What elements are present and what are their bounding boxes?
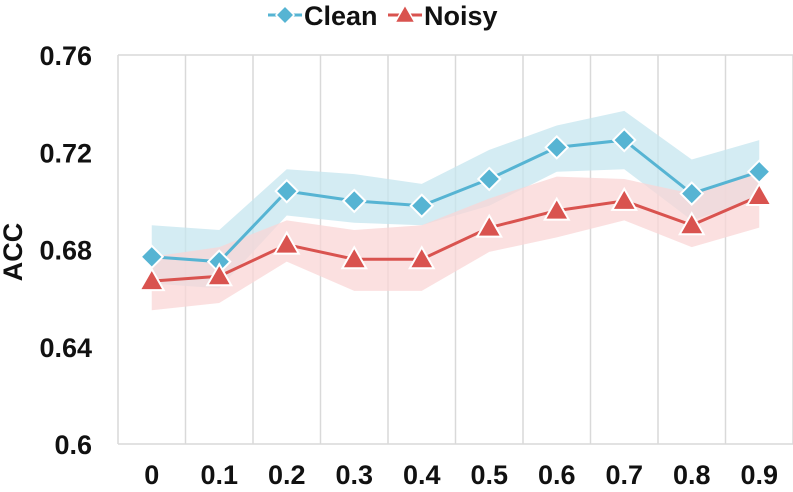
series-lines [151,138,760,283]
point-clean [274,178,300,204]
point-noisy [543,196,571,221]
point-noisy [340,245,368,270]
point-noisy [138,267,166,292]
legend: Clean Noisy [268,1,498,31]
line-clean [151,138,760,264]
x-tick-label: 0 [144,460,159,490]
x-tick-label: 0.1 [200,460,238,490]
line-noisy [151,194,760,283]
point-noisy [475,213,503,238]
point-clean [341,188,367,214]
y-tick-label: 0.68 [39,236,92,266]
point-noisy [408,245,436,270]
x-tick-label: 0.7 [605,460,643,490]
legend-label-clean: Clean [304,1,378,31]
x-tick-label: 0.2 [268,460,306,490]
point-clean [409,193,435,219]
band-clean [151,110,760,289]
y-tick-label: 0.72 [39,138,92,168]
series-markers [138,127,773,292]
point-noisy [205,262,233,287]
legend-marker-clean [274,4,296,26]
point-clean [611,127,637,153]
y-tick-label: 0.6 [54,430,92,460]
y-tick-label: 0.76 [39,41,92,71]
point-noisy [678,211,706,236]
legend-marker-noisy [393,3,417,24]
x-tick-label: 0.5 [470,460,508,490]
x-tick-label: 0.6 [538,460,576,490]
y-tick-label: 0.64 [39,333,92,363]
point-clean [476,166,502,192]
point-noisy [610,186,638,211]
legend-label-noisy: Noisy [424,1,498,31]
x-tick-label: 0.4 [403,460,441,490]
point-clean [679,181,705,206]
point-noisy [745,181,773,207]
x-tick-label: 0.8 [673,460,711,490]
y-axis-label: ACC [0,223,28,282]
point-noisy [273,230,301,255]
y-tick-labels: 0.6 0.64 0.68 0.72 0.76 [39,41,92,460]
point-clean [544,134,570,160]
x-tick-labels: 0 0.1 0.2 0.3 0.4 0.5 0.6 0.7 0.8 0.9 [144,460,778,490]
x-tick-label: 0.3 [335,460,373,490]
x-tick-label: 0.9 [740,460,778,490]
